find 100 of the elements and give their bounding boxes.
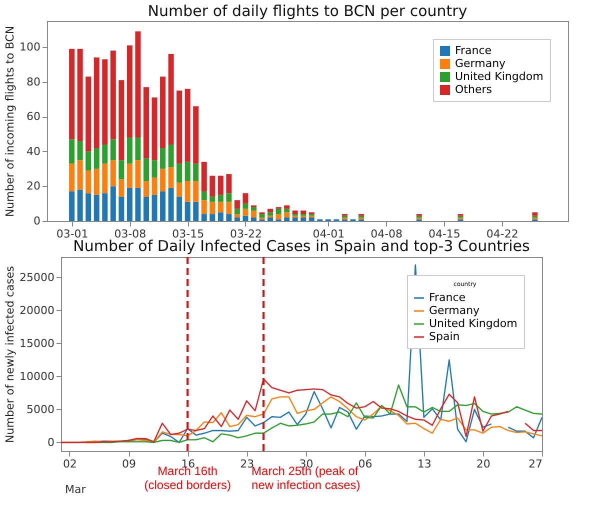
bar [242, 193, 248, 204]
bar [118, 80, 124, 160]
legend-label: United Kingdom [429, 317, 518, 330]
bar [300, 210, 306, 214]
bar [152, 178, 158, 195]
bar [201, 200, 207, 214]
bar [234, 200, 240, 209]
bar [176, 196, 182, 221]
bar [168, 144, 174, 168]
y-tick-label: 60 [26, 110, 40, 124]
y-tick-label: 10000 [20, 370, 54, 383]
bar [152, 160, 158, 178]
bar [250, 207, 256, 211]
bar [102, 193, 108, 221]
bar [276, 214, 282, 220]
y-tick-label: 0 [34, 214, 40, 228]
bar [284, 208, 290, 212]
bar [259, 214, 265, 218]
x-tick-label: 20 [476, 458, 490, 470]
bar [226, 174, 232, 194]
y-tick-label: 5000 [26, 402, 54, 416]
bar [126, 188, 132, 221]
bar [292, 210, 298, 214]
bar [143, 196, 149, 221]
bar [69, 164, 75, 192]
bar [135, 31, 141, 138]
legend-label: Germany [455, 57, 506, 70]
bar [300, 218, 306, 221]
chart-title: Number of daily flights to BCN per country [148, 2, 468, 20]
bar [234, 218, 240, 221]
bar [110, 139, 116, 160]
y-tick-label: 100 [20, 40, 40, 54]
bar [77, 141, 83, 160]
bar [86, 193, 92, 221]
bar [210, 196, 216, 202]
bar [135, 188, 141, 221]
bar [110, 186, 116, 221]
legend-label: Others [455, 83, 492, 96]
bar [143, 87, 149, 158]
bar [77, 160, 83, 190]
bar [94, 168, 100, 195]
bar [201, 162, 207, 192]
bar [193, 202, 199, 221]
bar [268, 212, 274, 216]
bar [102, 144, 108, 164]
legend-label: United Kingdom [455, 70, 544, 83]
bar [86, 170, 92, 194]
bar [152, 98, 158, 160]
bar [201, 214, 207, 221]
bar [86, 76, 92, 152]
y-tick-label: 20 [26, 180, 40, 193]
bar [193, 164, 199, 181]
bar [226, 202, 232, 214]
bar [118, 160, 124, 180]
bar [193, 106, 199, 164]
bar [102, 59, 108, 144]
bar [308, 218, 314, 221]
bar [94, 194, 100, 221]
y-tick-label: 80 [26, 75, 40, 88]
y-tick-label: 25000 [20, 270, 54, 284]
x-tick-label: 09 [122, 458, 136, 470]
bar [160, 148, 166, 169]
bar [201, 191, 207, 200]
bar [118, 179, 124, 197]
x-tick-label: 27 [528, 458, 542, 470]
bar [110, 50, 116, 140]
bar [143, 181, 149, 197]
bar [152, 194, 158, 221]
bar [226, 214, 232, 221]
text: Mar [65, 483, 86, 496]
bar [184, 202, 190, 221]
y-tick-label: 20000 [20, 304, 54, 317]
legend-label: Spain [429, 330, 460, 343]
bar [160, 191, 166, 221]
bar [234, 214, 240, 218]
bar [143, 158, 149, 181]
bar [168, 54, 174, 144]
bar [118, 196, 124, 221]
bar [276, 208, 282, 214]
legend-label: France [455, 44, 492, 57]
bar [176, 164, 182, 183]
y-axis-title: Number of newly infected cases [4, 266, 17, 443]
legend-label: Germany [429, 304, 480, 317]
bar [176, 182, 182, 197]
bar [126, 45, 132, 138]
bar [168, 167, 174, 188]
bar [86, 151, 92, 171]
bar [94, 58, 100, 148]
x-tick-label: 02 [62, 458, 77, 470]
bar [210, 214, 216, 221]
bar [284, 212, 290, 218]
bar [268, 218, 274, 221]
y-tick-label: 40 [26, 144, 40, 158]
bar [284, 218, 290, 221]
bar [184, 181, 190, 202]
bar [242, 208, 248, 216]
bar [160, 76, 166, 148]
bar [242, 204, 248, 209]
bar [218, 202, 224, 212]
bar [268, 208, 274, 212]
